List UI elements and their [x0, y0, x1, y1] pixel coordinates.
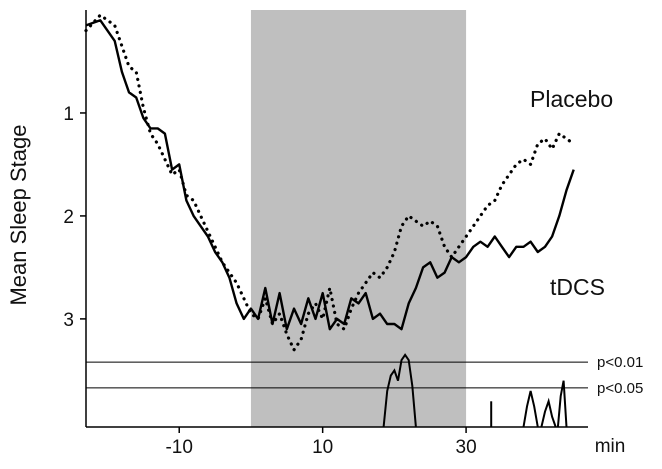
x-tick-label-2: 30 — [456, 437, 477, 458]
x-ticks: -10 10 30 — [165, 427, 477, 458]
shaded-stimulation-region — [250, 10, 467, 427]
x-axis-unit: min — [595, 436, 626, 457]
x-tick-label-1: 10 — [312, 437, 333, 458]
series-label-placebo: Placebo — [530, 86, 613, 112]
y-ticks: 1 2 3 — [63, 104, 86, 331]
series-layer — [84, 12, 576, 354]
threshold-lines — [86, 361, 588, 389]
y-tick-label-1: 2 — [63, 207, 74, 228]
series-line-tdcs — [85, 19, 575, 331]
x-tick-label-0: -10 — [165, 437, 192, 458]
significance-mark-3 — [556, 380, 568, 428]
threshold-label-1: p<0.05 — [597, 380, 643, 397]
series-labels: Placebo tDCS — [530, 86, 613, 300]
series-label-tdcs: tDCS — [550, 274, 605, 300]
threshold-labels: p<0.01 p<0.05 — [597, 354, 643, 397]
y-tick-label-2: 3 — [63, 310, 74, 331]
threshold-label-0: p<0.01 — [597, 354, 643, 371]
significance-mark-1 — [522, 390, 539, 428]
significance-mark-2 — [540, 397, 557, 428]
significance-trace — [382, 353, 568, 428]
y-axis-label: Mean Sleep Stage — [6, 124, 31, 305]
significance-trace-main — [382, 353, 417, 428]
y-tick-label-0: 1 — [63, 104, 74, 125]
